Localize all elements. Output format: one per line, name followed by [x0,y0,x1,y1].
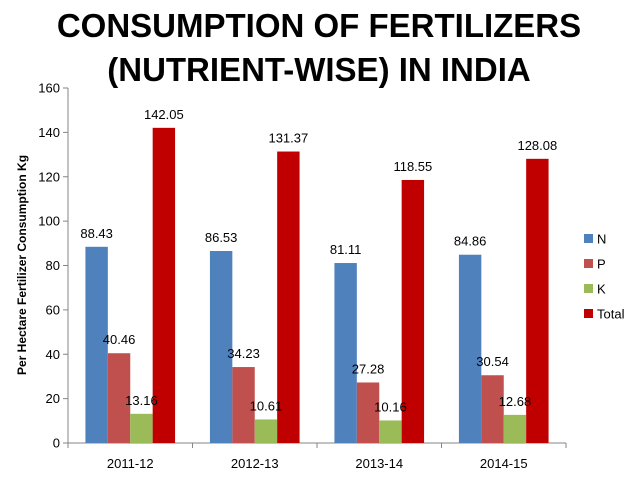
bar-p [232,367,255,443]
data-label: 128.08 [517,138,557,153]
y-tick-label: 80 [46,258,60,273]
y-tick-label: 40 [46,347,60,362]
bar-n [209,251,233,443]
bar-total [526,158,549,443]
bar-total [401,179,425,443]
bar-k [503,414,527,443]
data-label: 142.05 [144,107,184,122]
chart-data-labels: 88.43 40.46 13.16 142.05 86.53 34.23 10.61 131.… [80,107,557,415]
bar-total [277,151,300,443]
y-tick-label: 120 [38,169,60,184]
legend-label-n: N [597,232,606,247]
data-label: 10.61 [250,398,283,413]
data-label: 12.68 [499,394,532,409]
data-label: 84.86 [454,234,487,249]
y-tick-label: 160 [38,81,60,96]
legend-swatch-p [584,259,593,268]
data-label: 27.28 [352,361,385,376]
y-tick-label: 140 [38,125,60,140]
bar-k [254,419,278,443]
y-tick-label: 60 [46,302,60,317]
data-label: 81.11 [330,242,362,257]
data-label: 40.46 [103,332,136,347]
bar-n [458,254,482,443]
legend-swatch-n [584,234,593,243]
bar-k [130,413,153,443]
data-label: 86.53 [205,230,238,245]
data-label: 88.43 [80,226,113,241]
bar-total [152,127,176,443]
data-label: 30.54 [476,354,509,369]
data-label: 131.37 [268,131,308,146]
data-label: 10.16 [374,399,407,414]
legend-swatch-k [584,284,593,293]
legend-swatch-total [584,309,593,318]
y-axis-label: Per Hectare Fertilizer Consumption Kg [15,155,29,375]
bar-p [481,375,504,443]
data-label: 34.23 [227,346,260,361]
bar-p [356,382,380,443]
chart-title: CONSUMPTION OF FERTILIZERS (NUTRIENT-WIS… [0,4,638,92]
bar-p [107,353,131,443]
chart-title-line-1: CONSUMPTION OF FERTILIZERS [56,7,582,44]
x-tick-label: 2014-15 [480,456,528,471]
chart-title-line-2: (NUTRIENT-WISE) IN INDIA [107,51,531,88]
chart-bars [85,127,549,443]
chart-legend: NPK Total [584,232,625,322]
y-tick-label: 100 [38,214,60,229]
legend-label-total: Total [597,307,625,322]
data-label: 118.55 [393,159,432,174]
x-tick-label: 2012-13 [231,456,279,471]
bar-n [85,246,108,443]
legend-label-p: P [597,257,606,272]
bar-n [334,263,357,443]
data-label: 13.16 [125,393,158,408]
legend-label-k: K [597,282,606,297]
bar-k [379,420,402,443]
x-tick-label: 2011-12 [107,456,154,471]
y-tick-label: 0 [53,436,60,451]
x-tick-label: 2013-14 [355,456,403,471]
y-tick-label: 20 [46,391,60,406]
